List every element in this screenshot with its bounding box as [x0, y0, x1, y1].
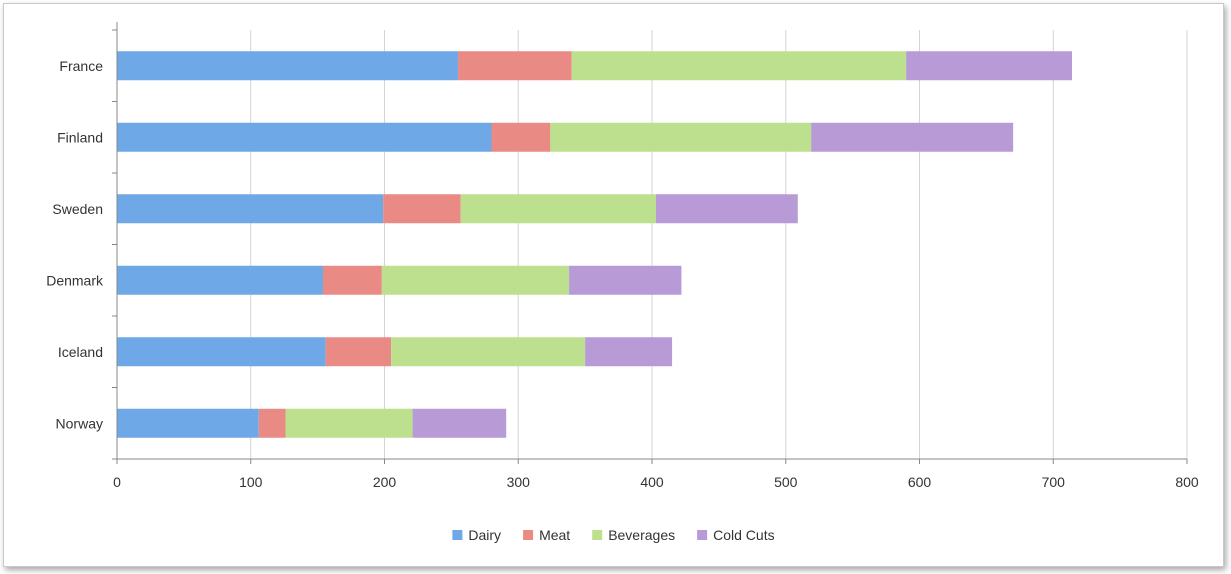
bar-norway-cold-cuts	[412, 408, 507, 438]
y-tick-label-finland: Finland	[57, 129, 103, 145]
bar-norway-meat	[258, 408, 286, 438]
x-tick-label-500: 500	[774, 474, 798, 490]
bar-iceland-cold-cuts	[585, 337, 673, 367]
legend-swatch-meat	[523, 530, 534, 540]
y-tick-label-norway: Norway	[56, 415, 103, 431]
bar-finland-meat	[491, 122, 551, 152]
y-tick-label-france: France	[59, 58, 103, 74]
legend-label-meat: Meat	[539, 527, 570, 543]
legend-label-beverages: Beverages	[608, 527, 675, 543]
y-tick-label-denmark: Denmark	[46, 272, 104, 288]
bar-norway-dairy	[117, 408, 259, 438]
y-tick-label-sweden: Sweden	[52, 201, 103, 217]
bar-denmark-cold-cuts	[569, 265, 682, 295]
x-tick-label-600: 600	[908, 474, 932, 490]
x-tick-label-0: 0	[113, 474, 121, 490]
bar-denmark-beverages	[381, 265, 570, 295]
tick-labels: 0 100 200 300 400 500 600 700 800 France Finland Sw…	[46, 58, 1199, 490]
bar-france-dairy	[117, 51, 459, 81]
chart-frame: 0 100 200 300 400 500 600 700 800 France Finland Sw…	[3, 3, 1224, 567]
bar-france-meat	[458, 51, 572, 81]
bar-sweden-meat	[383, 194, 461, 224]
legend-swatch-cold-cuts	[697, 530, 708, 540]
x-tick-label-200: 200	[373, 474, 397, 490]
bar-finland-beverages	[550, 122, 812, 152]
bar-denmark-meat	[322, 265, 382, 295]
legend-label-dairy: Dairy	[468, 527, 501, 543]
bar-iceland-beverages	[391, 337, 586, 367]
grid-lines	[250, 30, 1188, 459]
bar-sweden-beverages	[460, 194, 657, 224]
bar-finland-dairy	[117, 122, 492, 152]
bar-iceland-dairy	[117, 337, 326, 367]
x-tick-label-400: 400	[640, 474, 664, 490]
x-tick-label-800: 800	[1175, 474, 1199, 490]
legend: Dairy Meat Beverages Cold Cuts	[452, 527, 775, 543]
bar-norway-beverages	[285, 408, 413, 438]
bar-finland-cold-cuts	[811, 122, 1014, 152]
bar-iceland-meat	[325, 337, 392, 367]
x-tick-label-300: 300	[507, 474, 531, 490]
bar-sweden-dairy	[117, 194, 384, 224]
x-tick-label-700: 700	[1042, 474, 1066, 490]
legend-swatch-beverages	[592, 530, 603, 540]
bar-france-cold-cuts	[906, 51, 1072, 81]
legend-swatch-dairy	[452, 530, 463, 540]
x-tick-label-100: 100	[239, 474, 263, 490]
y-tick-label-iceland: Iceland	[58, 344, 103, 360]
bar-france-beverages	[571, 51, 907, 81]
stacked-bar-chart: 0 100 200 300 400 500 600 700 800 France Finland Sw…	[46, 22, 1199, 543]
bars	[117, 51, 1072, 438]
legend-label-cold-cuts: Cold Cuts	[713, 527, 774, 543]
bar-sweden-cold-cuts	[656, 194, 798, 224]
bar-denmark-dairy	[117, 265, 323, 295]
axes	[112, 22, 1188, 464]
